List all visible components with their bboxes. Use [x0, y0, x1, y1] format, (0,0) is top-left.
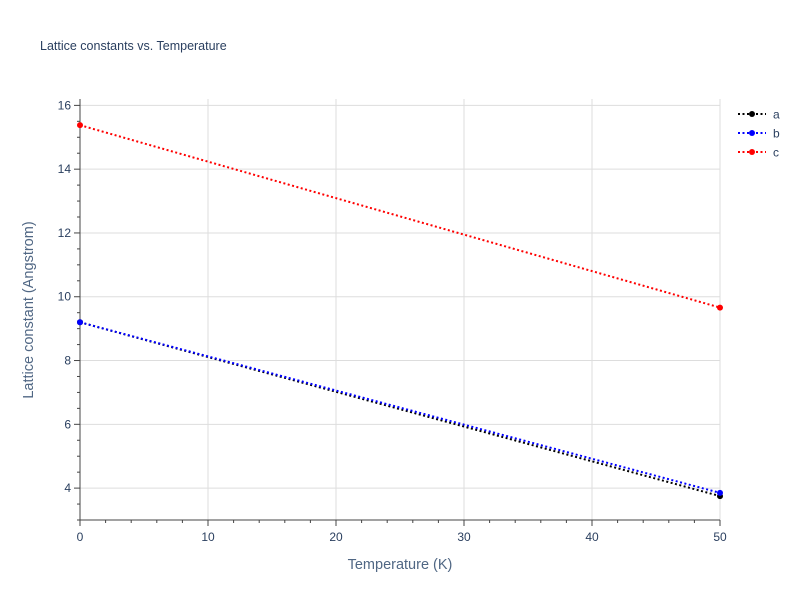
legend-item-a[interactable]: a — [738, 108, 780, 122]
y-tick-label: 8 — [64, 354, 71, 368]
legend[interactable]: abc — [738, 108, 780, 160]
x-tick-label: 30 — [457, 530, 471, 544]
x-axis-title: Temperature (K) — [348, 557, 453, 573]
series-line-c — [79, 124, 721, 309]
legend-label-a: a — [773, 108, 780, 122]
data-point-b — [77, 319, 83, 326]
y-tick-label: 12 — [58, 226, 72, 240]
legend-marker-c — [749, 149, 755, 155]
legend-item-c[interactable]: c — [738, 146, 779, 160]
x-tick-label: 0 — [77, 530, 84, 544]
legend-label-c: c — [773, 146, 779, 160]
y-tick-label: 10 — [58, 290, 72, 304]
x-tick-label: 50 — [713, 530, 727, 544]
y-tick-label: 16 — [58, 98, 72, 112]
series-c — [77, 122, 723, 311]
chart-title: Lattice constants vs. Temperature — [40, 39, 227, 53]
y-tick-label: 6 — [64, 417, 71, 431]
series-group — [77, 122, 723, 500]
legend-item-b[interactable]: b — [738, 127, 780, 141]
data-point-c — [717, 304, 723, 311]
y-tick-label: 4 — [64, 481, 71, 495]
legend-marker-a — [749, 111, 755, 117]
legend-label-b: b — [773, 127, 780, 141]
legend-marker-b — [749, 130, 755, 136]
series-line-b — [79, 321, 721, 494]
axes: 0 10 20 30 40 50 4 6 8 10 12 14 16 — [58, 98, 727, 544]
x-tick-label: 40 — [585, 530, 599, 544]
data-point-c — [77, 122, 83, 129]
y-tick-label: 14 — [58, 162, 72, 176]
data-point-b — [717, 489, 723, 496]
y-axis-title: Lattice constant (Angstrom) — [21, 221, 37, 398]
grid-lines — [80, 99, 721, 520]
x-tick-label: 20 — [329, 530, 343, 544]
series-a — [77, 319, 723, 500]
x-tick-label: 10 — [201, 530, 215, 544]
series-b — [77, 319, 723, 496]
